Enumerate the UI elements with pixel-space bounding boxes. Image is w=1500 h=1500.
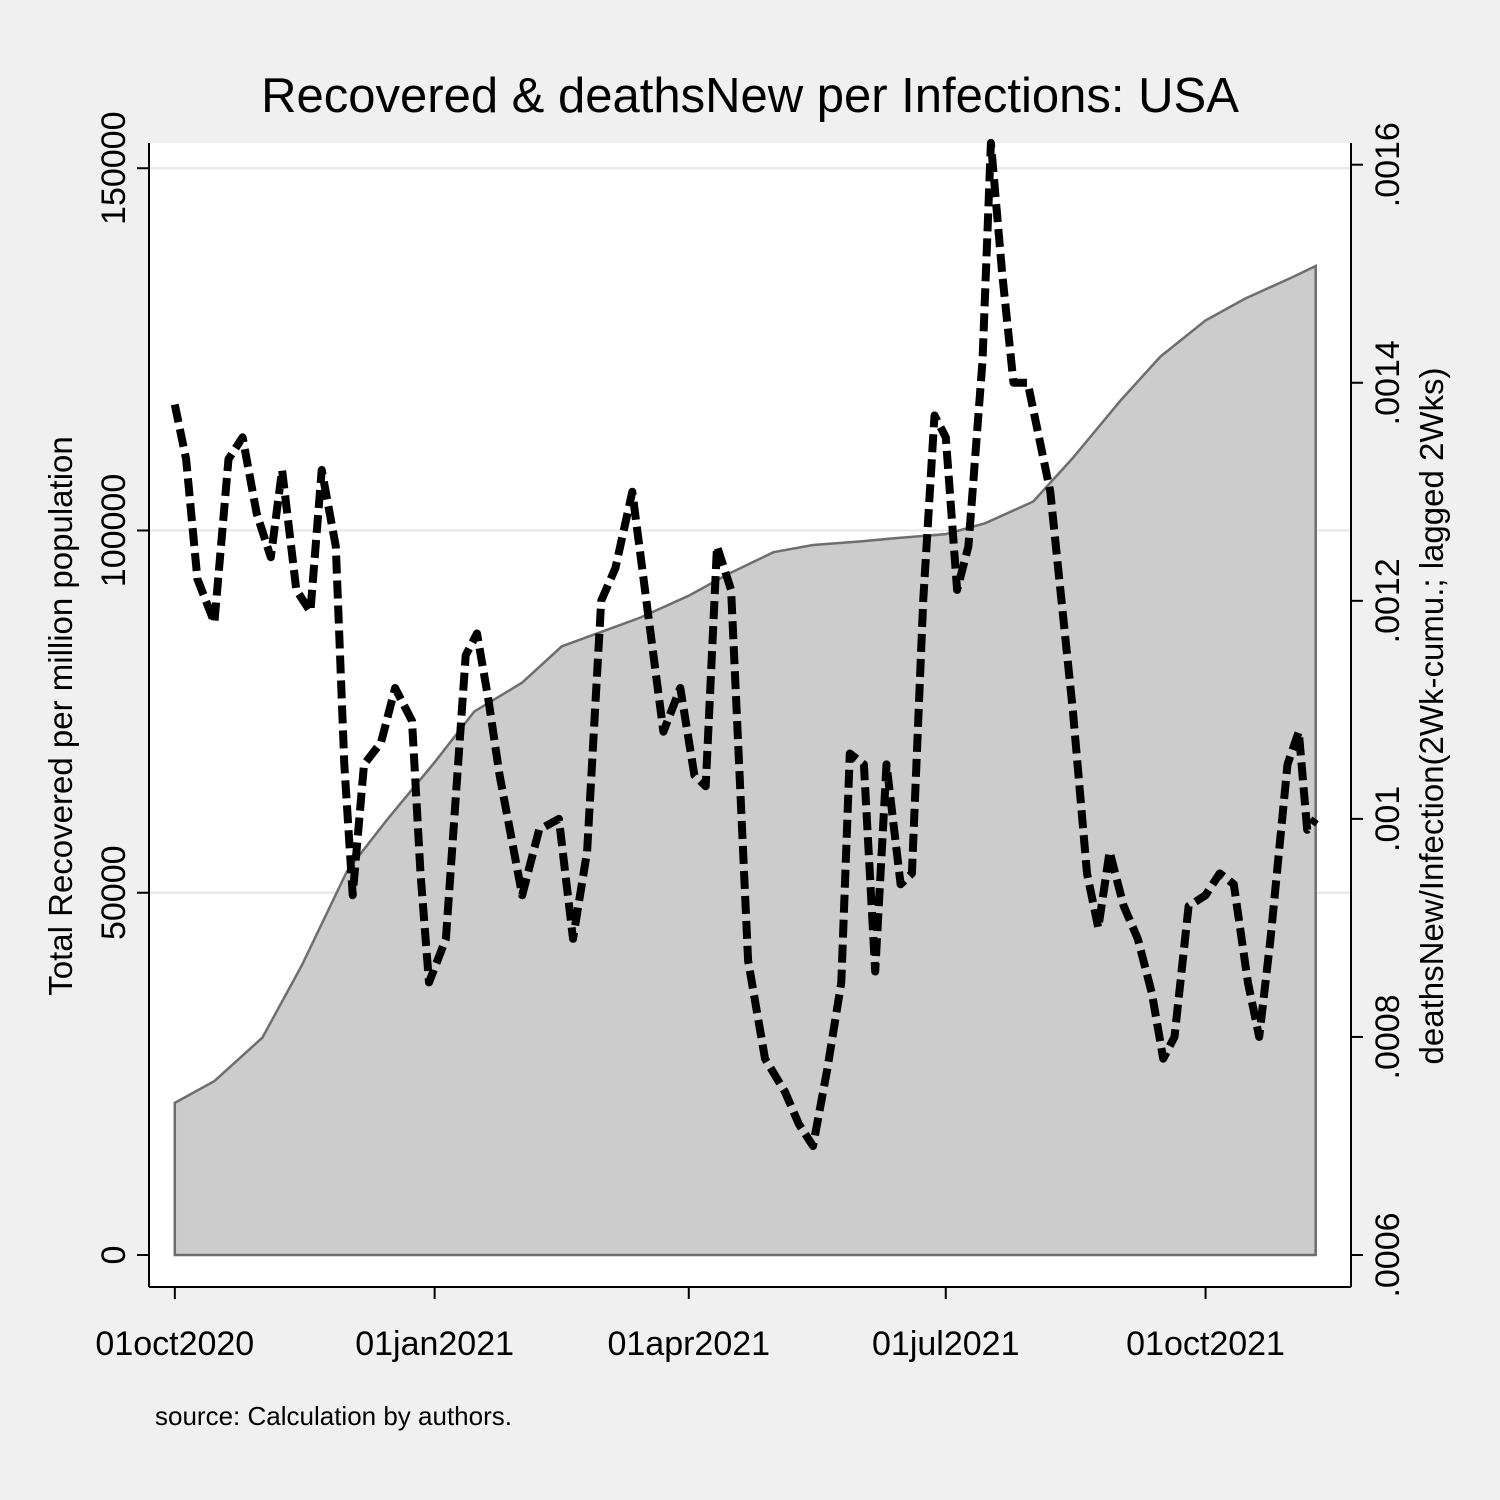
y-right-tick-label: .0006: [1369, 1212, 1407, 1297]
y-left-tick-label: 50000: [95, 845, 133, 940]
x-tick-label: 01apr2021: [607, 1325, 770, 1363]
ticks: 0 50000 100000 150000 .0006 .0008 .001 .0012 .00…: [95, 111, 1407, 1363]
axes: [148, 143, 1352, 1288]
y-right-tick-label: .0008: [1369, 994, 1407, 1079]
recovered-area: [173, 264, 1317, 1257]
y-left-tick-label: 0: [95, 1246, 133, 1265]
x-tick-label: 01jan2021: [355, 1325, 514, 1363]
x-tick-label: 01oct2020: [95, 1325, 254, 1363]
y-left-tick-label: 150000: [95, 111, 133, 224]
y-left-label: Total Recovered per million population: [42, 436, 79, 996]
deaths-per-infection-line: [170, 138, 1319, 1150]
x-tick-label: 01jul2021: [872, 1325, 1019, 1363]
y-right-tick-label: .0012: [1369, 558, 1407, 643]
y-right-label: deathsNew/Infection(2Wk-cumu.; lagged 2W…: [1413, 368, 1450, 1065]
x-tick-label: 01oct2021: [1126, 1325, 1285, 1363]
y-left-tick-label: 100000: [95, 474, 133, 587]
y-right-tick-label: .001: [1369, 786, 1407, 852]
source-note: source: Calculation by authors.: [155, 1401, 512, 1431]
y-right-tick-label: .0014: [1369, 340, 1407, 425]
chart-title: Recovered & deathsNew per Infections: US…: [261, 69, 1239, 123]
y-right-tick-label: .0016: [1369, 122, 1407, 207]
